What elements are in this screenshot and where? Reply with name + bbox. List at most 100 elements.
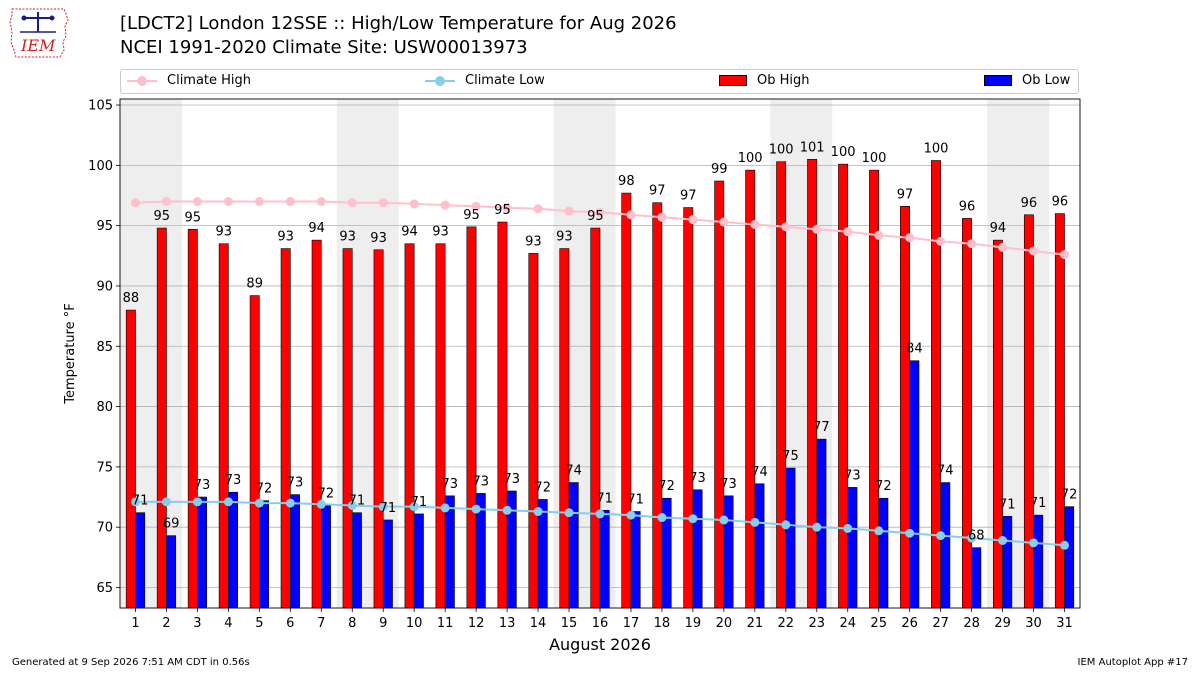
x-tick-label: 19	[685, 616, 702, 631]
climate-low-point	[719, 515, 729, 525]
ob-high-value-label: 98	[618, 174, 635, 189]
climate-high-point	[1029, 246, 1039, 256]
ob-high-value-label: 94	[401, 225, 418, 240]
climate-low-swatch	[425, 75, 455, 86]
ob-high-value-label: 95	[587, 209, 604, 224]
climate-high-point	[223, 197, 233, 207]
ob-low-bar	[630, 511, 641, 609]
y-axis-label: Temperature °F	[63, 303, 78, 404]
climate-high-point	[1060, 250, 1070, 260]
ob-low-value-label: 69	[163, 517, 180, 532]
climate-low-point	[161, 497, 171, 507]
ob-high-bar	[435, 243, 446, 609]
chart-legend: Climate High Climate Low Ob High Ob Low	[120, 69, 1079, 94]
climate-high-point	[843, 227, 853, 237]
climate-low-point	[967, 533, 977, 543]
climate-low-point	[843, 523, 853, 533]
ob-high-value-label: 95	[185, 210, 202, 225]
ob-low-bar	[971, 547, 982, 609]
ob-high-bar	[590, 227, 601, 609]
climate-high-point	[130, 198, 140, 208]
ob-high-bar	[497, 221, 508, 609]
ob-low-value-label: 71	[596, 491, 613, 506]
ob-low-bar	[444, 495, 455, 609]
x-tick-label: 4	[224, 616, 232, 631]
climate-high-point	[967, 239, 977, 249]
ob-low-value-label: 71	[999, 497, 1016, 512]
climate-low-point	[905, 528, 915, 538]
ob-high-bar	[156, 227, 167, 609]
climate-low-point	[1029, 538, 1039, 548]
x-tick-label: 16	[592, 616, 609, 631]
y-tick-label: 65	[96, 581, 113, 596]
climate-high-point	[192, 197, 202, 207]
legend-item-climate-high: Climate High	[127, 73, 251, 88]
ob-low-bar	[568, 482, 579, 609]
climate-low-point	[471, 504, 481, 514]
x-tick-label: 12	[468, 616, 485, 631]
ob-low-bar	[1033, 514, 1044, 609]
ob-low-bar	[878, 497, 889, 609]
ob-high-value-label: 100	[862, 151, 887, 166]
ob-low-bar	[599, 510, 610, 609]
climate-low-point	[440, 503, 450, 513]
x-tick-label: 23	[809, 616, 826, 631]
ob-low-bar	[166, 535, 177, 609]
x-tick-label: 27	[932, 616, 949, 631]
iem-logo: IEM	[8, 6, 70, 60]
ob-high-value-label: 93	[277, 230, 294, 245]
ob-high-value-label: 95	[154, 209, 171, 224]
climate-low-point	[285, 498, 295, 508]
ob-high-bar	[900, 206, 910, 609]
ob-high-bar	[528, 253, 539, 609]
chart-subtitle: NCEI 1991-2020 Climate Site: USW00013973	[120, 37, 528, 58]
ob-high-bar	[745, 169, 756, 609]
x-tick-label: 7	[317, 616, 325, 631]
climate-low-point	[595, 509, 605, 519]
climate-low-point	[564, 508, 574, 518]
ob-low-value-label: 74	[937, 464, 954, 479]
ob-low-value-label: 71	[349, 494, 366, 509]
climate-high-point	[812, 224, 822, 234]
ob-low-bar	[723, 495, 734, 609]
legend-item-ob-high: Ob High	[719, 73, 810, 88]
ob-high-bar	[621, 192, 632, 609]
ob-high-value-label: 93	[525, 234, 542, 249]
climate-low-point	[533, 507, 543, 517]
ob-low-bar	[754, 483, 765, 609]
ob-low-bar	[290, 494, 300, 609]
legend-item-ob-low: Ob Low	[984, 73, 1070, 88]
ob-low-bar	[259, 500, 269, 609]
x-tick-label: 21	[747, 616, 764, 631]
x-tick-label: 8	[348, 616, 356, 631]
climate-low-point	[192, 497, 202, 507]
ob-high-value-label: 96	[1021, 196, 1038, 211]
ob-low-value-label: 73	[503, 472, 520, 487]
x-tick-label: 17	[623, 616, 640, 631]
ob-low-bar	[940, 482, 951, 609]
ob-low-value-label: 73	[844, 468, 861, 483]
ob-high-bar	[962, 218, 972, 609]
ob-high-bar	[714, 180, 725, 609]
ob-low-value-label: 73	[720, 477, 737, 492]
climate-high-point	[502, 203, 512, 213]
climate-high-point	[688, 215, 698, 225]
climate-high-point	[626, 210, 636, 220]
ob-high-bar	[373, 249, 384, 609]
ob-high-bar	[466, 226, 477, 609]
x-tick-label: 31	[1056, 616, 1073, 631]
climate-low-point	[657, 513, 667, 523]
climate-high-point	[719, 217, 729, 227]
ob-low-value-label: 73	[473, 474, 490, 489]
legend-label-climate-low: Climate Low	[465, 73, 545, 88]
x-tick-label: 29	[994, 616, 1011, 631]
ob-high-value-label: 97	[649, 184, 666, 199]
ob-low-value-label: 68	[968, 529, 985, 544]
climate-low-point	[998, 535, 1008, 545]
ob-high-value-label: 97	[680, 189, 697, 204]
ob-low-bar	[382, 519, 393, 609]
climate-low-point	[781, 520, 791, 530]
y-tick-label: 105	[88, 99, 113, 114]
x-tick-label: 14	[530, 616, 547, 631]
